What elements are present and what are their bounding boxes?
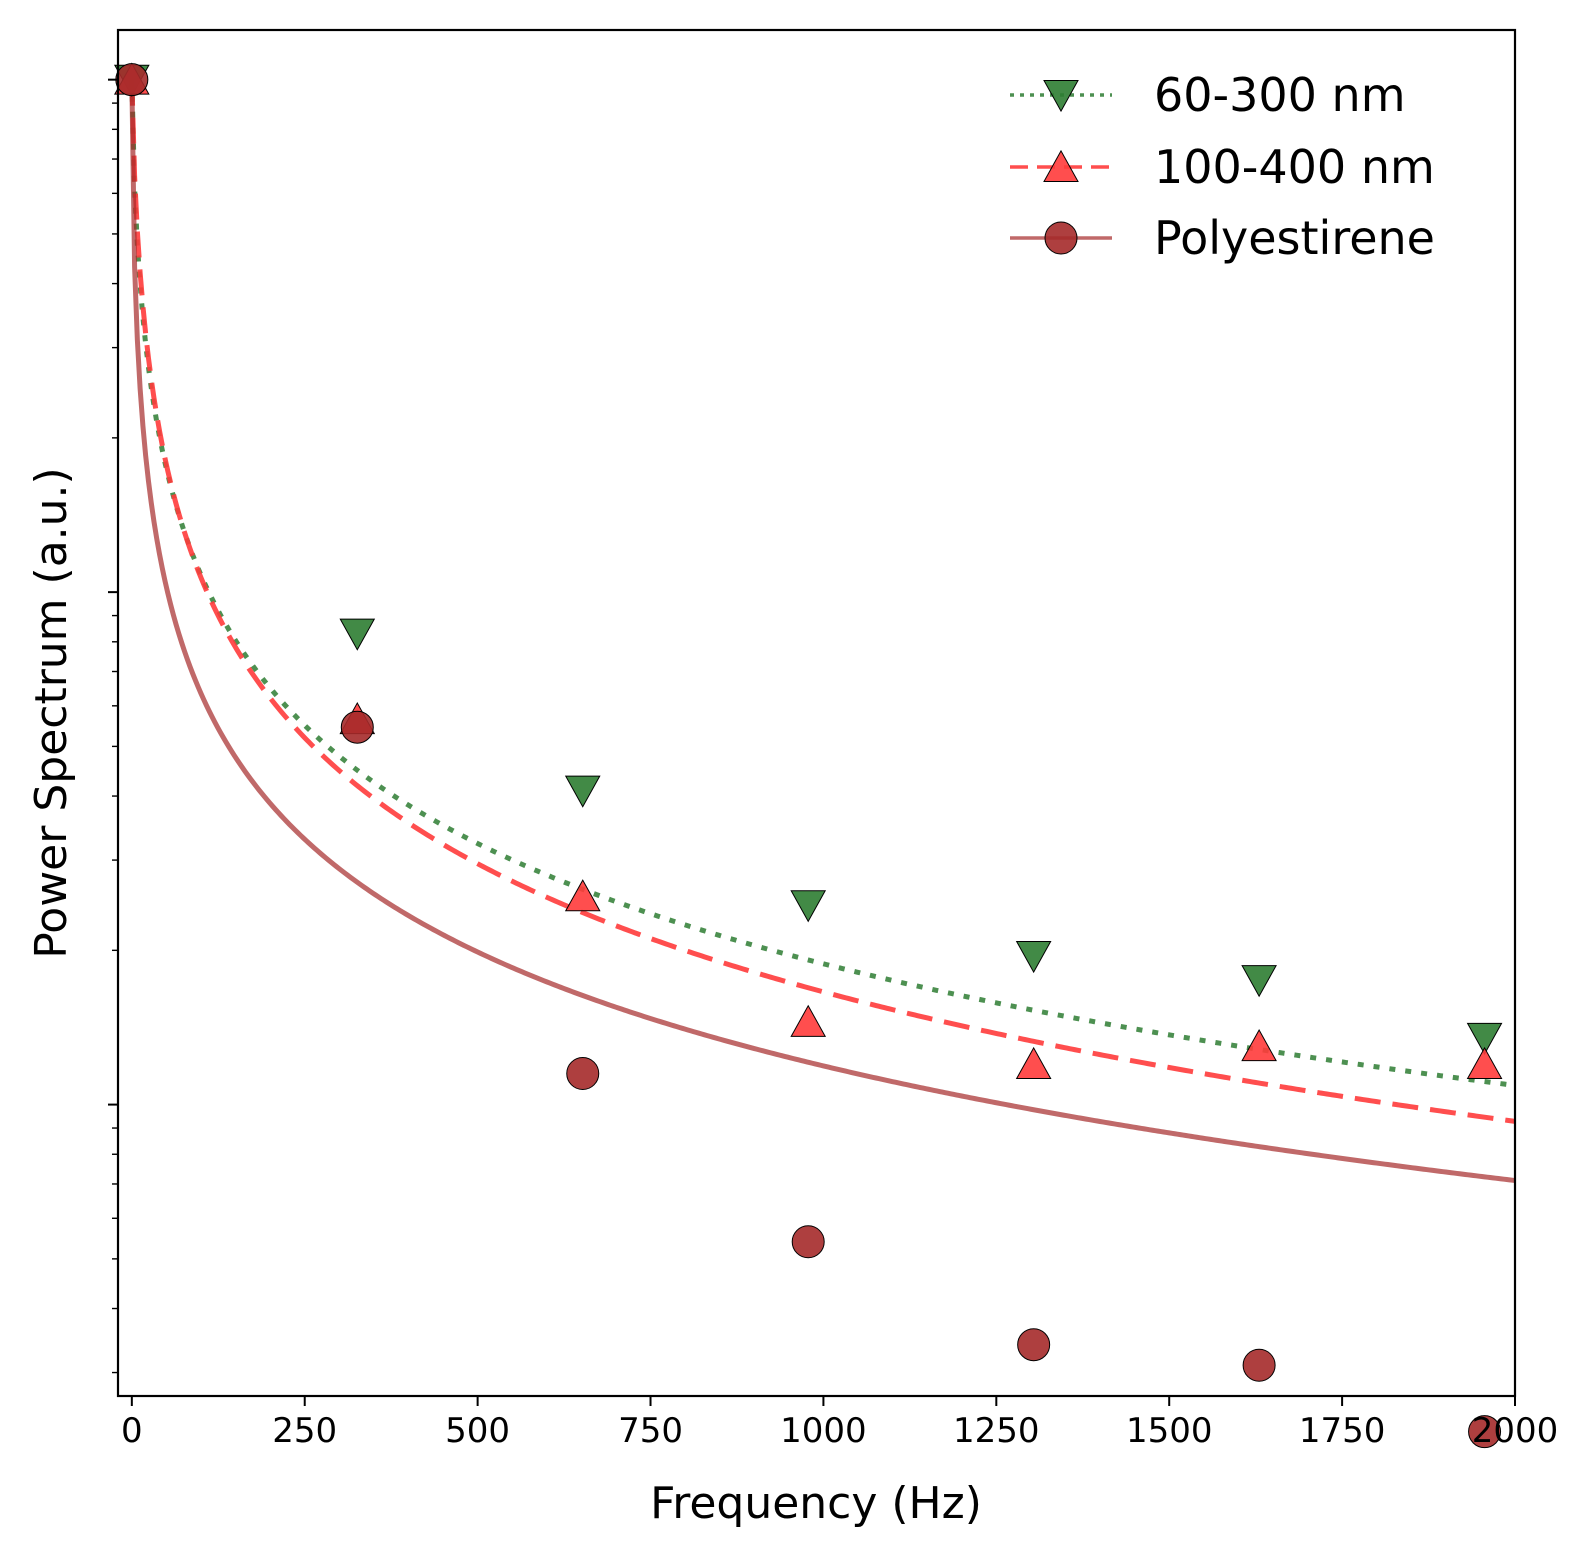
x-tick-label: 1750 <box>1299 1411 1386 1451</box>
data-point-60-300-nm <box>790 890 827 923</box>
x-tick-label: 1250 <box>953 1411 1040 1451</box>
legend: 60-300 nm 100-400 nm Polyestirene <box>1010 68 1435 265</box>
y-axis-label: Power Spectrum (a.u.) <box>26 467 77 958</box>
data-point-100-400-nm <box>1015 1046 1052 1079</box>
legend-label-100-400-nm: 100-400 nm <box>1154 140 1435 194</box>
data-point-polyestirene <box>566 1056 600 1090</box>
fit-curves <box>129 79 1515 1184</box>
data-point-polyestirene <box>1242 1348 1276 1382</box>
data-point-polyestirene <box>340 710 374 744</box>
plot-frame <box>116 28 1517 1398</box>
legend-label-60-300-nm: 60-300 nm <box>1154 68 1406 122</box>
data-point-60-300-nm <box>1241 965 1277 998</box>
data-point-polyestirene <box>1468 1415 1502 1449</box>
data-point-60-300-nm <box>564 775 601 808</box>
x-tick-label: 2000 <box>1472 1411 1559 1451</box>
y-axis-ticks <box>108 78 118 1374</box>
data-point-polyestirene <box>115 63 149 97</box>
fit-curve-polyestirene <box>129 79 1515 1184</box>
x-tick-label: 250 <box>272 1411 337 1451</box>
data-point-100-400-nm <box>1466 1046 1503 1079</box>
x-tick-label: 1000 <box>780 1411 867 1451</box>
data-point-60-300-nm <box>339 618 376 651</box>
legend-label-polyestirene: Polyestirene <box>1154 211 1435 265</box>
legend-marker-100-400-nm <box>1043 149 1079 182</box>
data-point-100-400-nm <box>790 1004 827 1037</box>
fit-curve-100-400-nm <box>129 79 1515 1124</box>
legend-marker-60-300-nm <box>1043 80 1079 113</box>
data-point-polyestirene <box>1017 1328 1051 1362</box>
x-axis-label: Frequency (Hz) <box>650 1478 982 1529</box>
fit-curve-60-300-nm <box>129 79 1515 1088</box>
data-point-60-300-nm <box>1466 1022 1503 1055</box>
data-point-100-400-nm <box>564 879 601 912</box>
x-tick-label: 0 <box>121 1411 143 1451</box>
legend-marker-polyestirene <box>1044 221 1078 255</box>
x-tick-label: 500 <box>445 1411 510 1451</box>
data-point-60-300-nm <box>1015 941 1052 974</box>
x-axis-ticks: 0 250 500 750 1000 1250 1500 1750 2000 <box>121 1396 1558 1451</box>
data-point-100-400-nm <box>1241 1029 1277 1062</box>
x-tick-label: 750 <box>618 1411 683 1451</box>
x-tick-label: 1500 <box>1126 1411 1213 1451</box>
data-point-polyestirene <box>791 1225 825 1259</box>
data-points <box>113 62 1503 1449</box>
